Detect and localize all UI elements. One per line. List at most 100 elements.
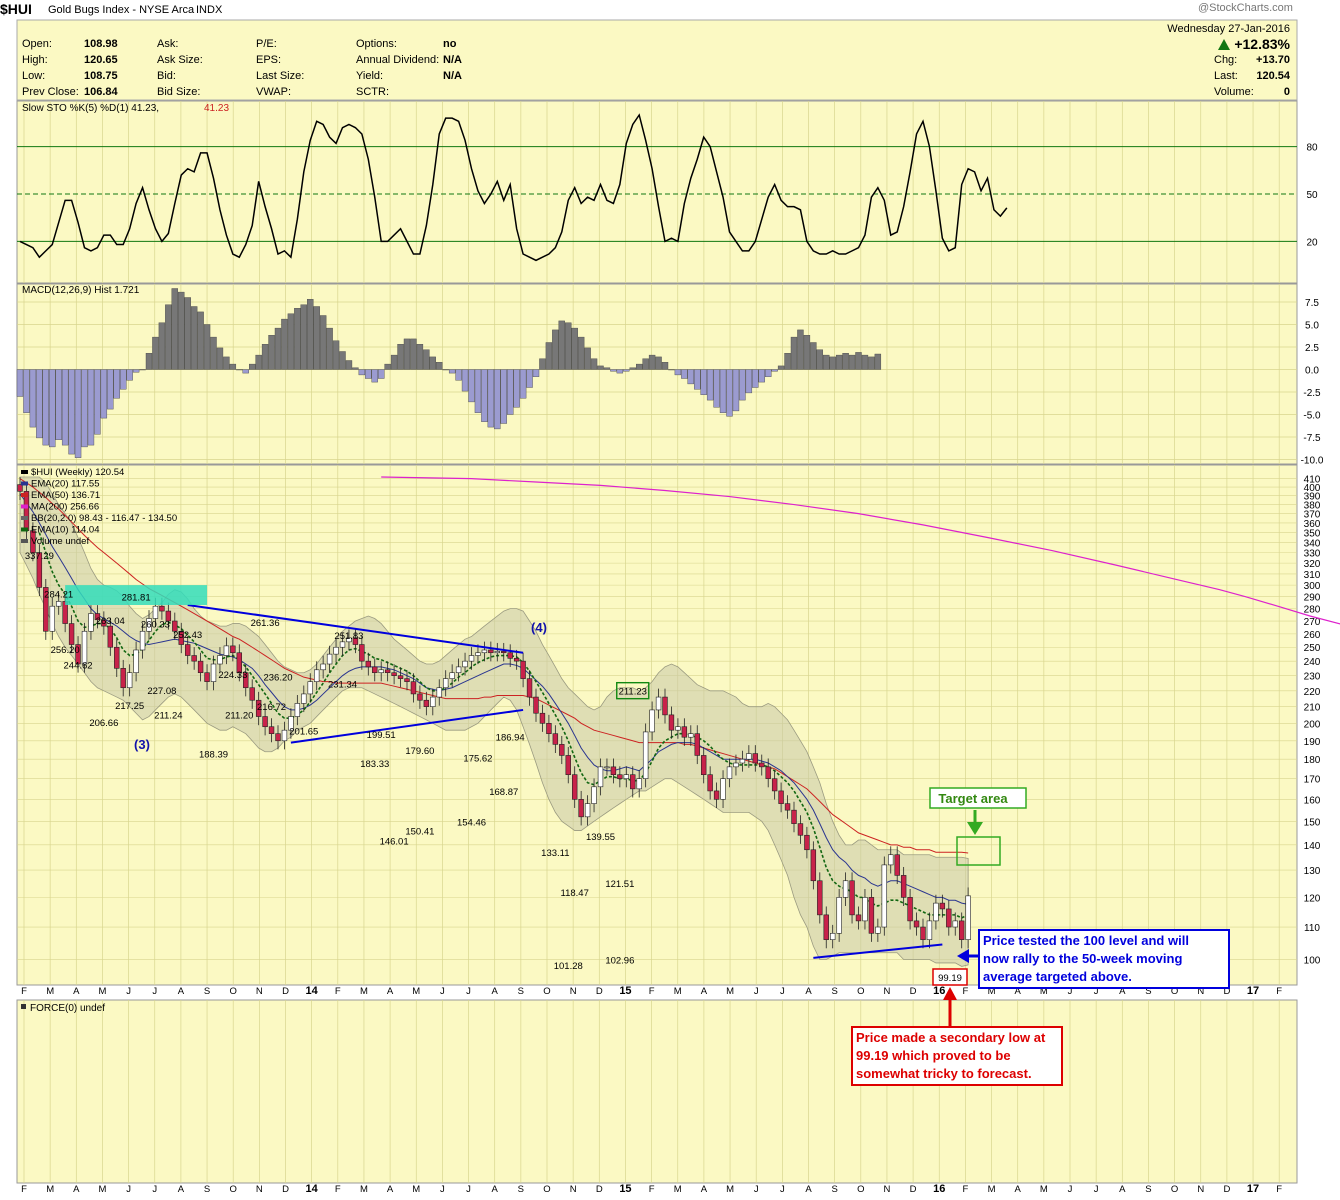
candle-body (610, 766, 617, 775)
candle-body (965, 895, 971, 940)
x-tick-label: J (152, 986, 157, 997)
candle-body (159, 605, 165, 612)
macd-hist-bar (319, 315, 327, 370)
symbol: $HUI (0, 1, 32, 17)
candle-body (591, 786, 597, 804)
x-tick-label: M (360, 986, 368, 997)
x-tick-label: N (884, 1184, 891, 1195)
x-tick-label: F (1276, 1184, 1282, 1195)
red-arrow-head-icon (943, 987, 957, 1000)
candle-body (268, 726, 275, 734)
candle-body (404, 678, 410, 682)
candle-body (384, 669, 391, 674)
macd-hist-bar (803, 335, 811, 370)
candle-body (765, 766, 771, 779)
candle-body (836, 897, 842, 934)
macd-hist-bar (474, 369, 482, 413)
x-tick-label: M (988, 986, 996, 997)
macd-hist-bar (577, 336, 585, 370)
candle-body (655, 696, 662, 711)
macd-background (16, 283, 1298, 465)
legend-swatch (21, 493, 28, 497)
price-label: 121.51 (605, 879, 634, 890)
candle-body (114, 646, 120, 669)
macd-hist-bar (784, 353, 791, 370)
candle-body (391, 672, 397, 676)
macd-hist-bar (145, 353, 153, 370)
force-legend-icon (21, 1004, 26, 1009)
candle-body (623, 774, 630, 779)
price-label: 263.04 (96, 616, 125, 627)
candle-body (191, 655, 197, 662)
macd-legend: MACD(12,26,9) Hist 1.721 (22, 285, 140, 296)
macd-hist-bar (487, 369, 495, 428)
x-tick-label: S (831, 986, 837, 997)
x-tick-label: 17 (1247, 1183, 1259, 1195)
price-label-box (616, 681, 650, 700)
x-tick-label: N (256, 986, 263, 997)
x-tick-label: M (1040, 1184, 1048, 1195)
candle-body (533, 696, 539, 714)
x-tick-label: J (1094, 1184, 1099, 1195)
stat-label: Ask: (157, 38, 178, 50)
macd-hist-bar (29, 369, 37, 428)
x-tick-label: S (204, 1184, 210, 1195)
force-legend: FORCE(0) undef (30, 1003, 105, 1014)
candle-body (68, 623, 75, 645)
macd-tick-label: 0.0 (1305, 366, 1319, 377)
price-tick-label: 270 (1304, 617, 1321, 628)
candle-body (900, 875, 907, 898)
price-label: 256.20 (51, 645, 80, 656)
macd-hist-bar (23, 369, 30, 413)
stat-value: N/A (443, 70, 462, 82)
x-tick-label: F (1276, 986, 1282, 997)
candle-body (733, 762, 739, 768)
note-red-line: Price made a secondary low at (856, 1030, 1046, 1045)
candle-body (352, 637, 359, 645)
sto-background (16, 100, 1298, 284)
x-tick-label: O (543, 986, 550, 997)
candle-body (294, 703, 301, 717)
x-tick-label: D (282, 1184, 289, 1195)
price-tick-label: 220 (1304, 687, 1321, 698)
macd-hist-bar (255, 354, 262, 370)
candle-body (43, 587, 49, 632)
candle-body (539, 712, 546, 724)
macd-hist-bar (107, 369, 114, 410)
price-tick-label: 380 (1304, 501, 1321, 512)
candle-body (946, 908, 952, 928)
candle-body (604, 766, 610, 769)
candle-body (578, 799, 584, 818)
candle-body (694, 733, 700, 756)
x-tick-label: A (1015, 1184, 1022, 1195)
candle-body (488, 649, 494, 654)
macd-hist-bar (494, 369, 501, 430)
candle-body (481, 649, 488, 654)
price-label: 183.33 (360, 759, 389, 770)
macd-hist-bar (165, 304, 172, 370)
x-tick-label: F (21, 1184, 27, 1195)
macd-hist-bar (358, 369, 366, 376)
x-tick-label: M (98, 986, 106, 997)
candle-body (107, 625, 114, 648)
macd-hist-bar (758, 369, 765, 383)
stat-value: 108.75 (84, 70, 118, 82)
candle-body (372, 666, 378, 674)
stat-label: Volume: (1214, 86, 1254, 98)
target-box (956, 836, 1001, 866)
macd-hist-bar (539, 358, 546, 370)
macd-hist-bar (455, 369, 462, 381)
macd-hist-bar (371, 369, 378, 383)
macd-hist-bar (765, 369, 772, 377)
candle-body (36, 552, 43, 588)
candle-body (75, 644, 81, 665)
macd-hist-bar (49, 369, 56, 448)
price-tick-label: 150 (1304, 817, 1321, 828)
price-label: 150.41 (405, 826, 434, 837)
macd-hist-bar (616, 369, 624, 374)
macd-hist-bar (242, 369, 249, 374)
macd-hist-bar (636, 363, 643, 370)
macd-hist-bar (694, 369, 701, 390)
x-tick-label: A (178, 986, 185, 997)
macd-hist-bar (197, 311, 204, 370)
